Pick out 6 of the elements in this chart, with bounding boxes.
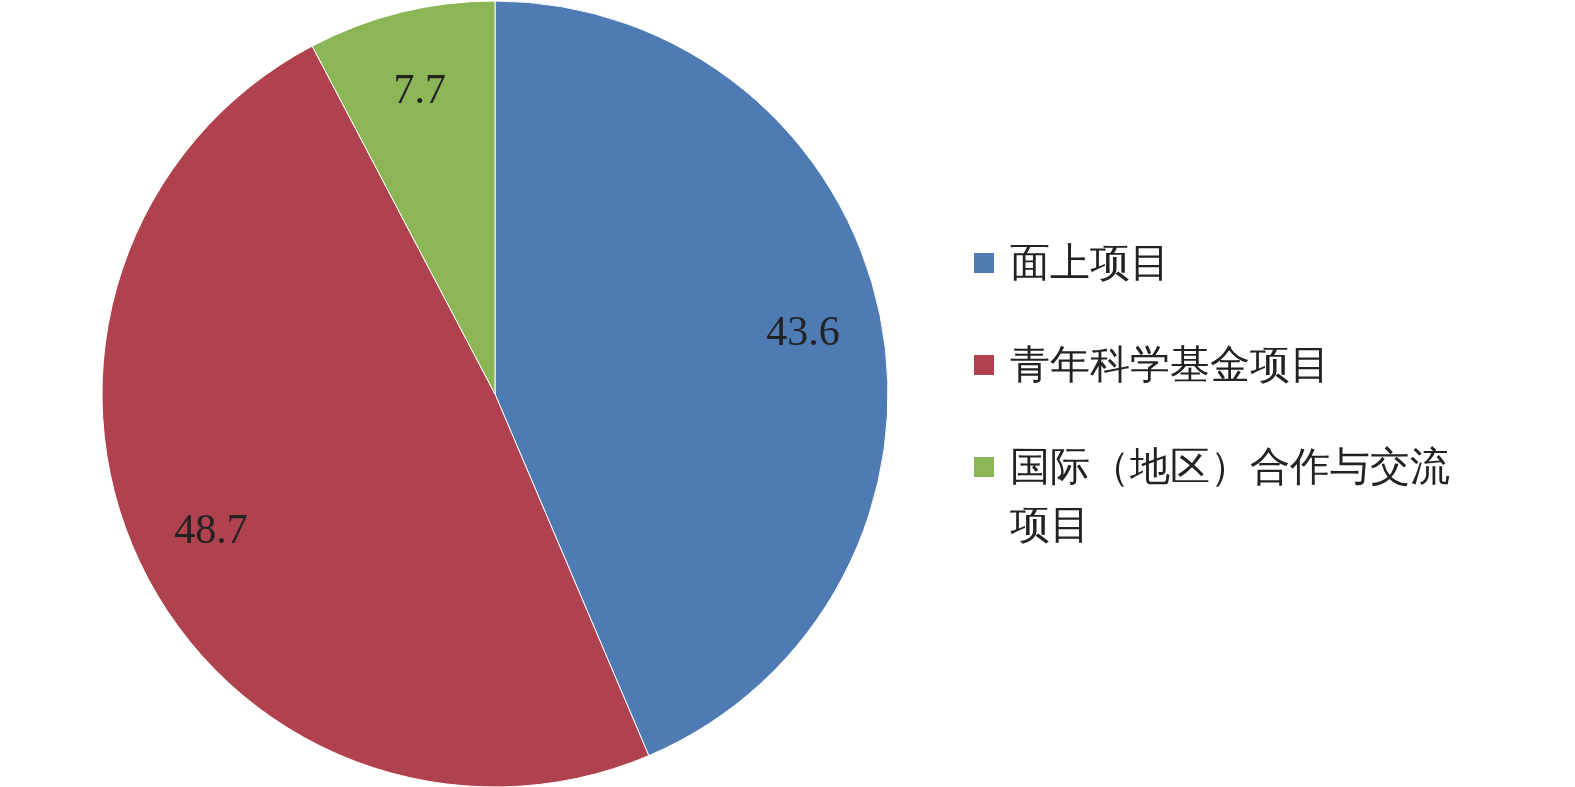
legend-label: 青年科学基金项目 <box>1010 340 1330 389</box>
data-label: 48.7 <box>174 505 248 552</box>
legend-label: 面上项目 <box>1010 238 1170 287</box>
legend-label: 国际（地区）合作与交流项目 <box>1010 442 1451 549</box>
data-label: 43.6 <box>766 308 840 355</box>
data-label: 7.7 <box>393 65 446 112</box>
